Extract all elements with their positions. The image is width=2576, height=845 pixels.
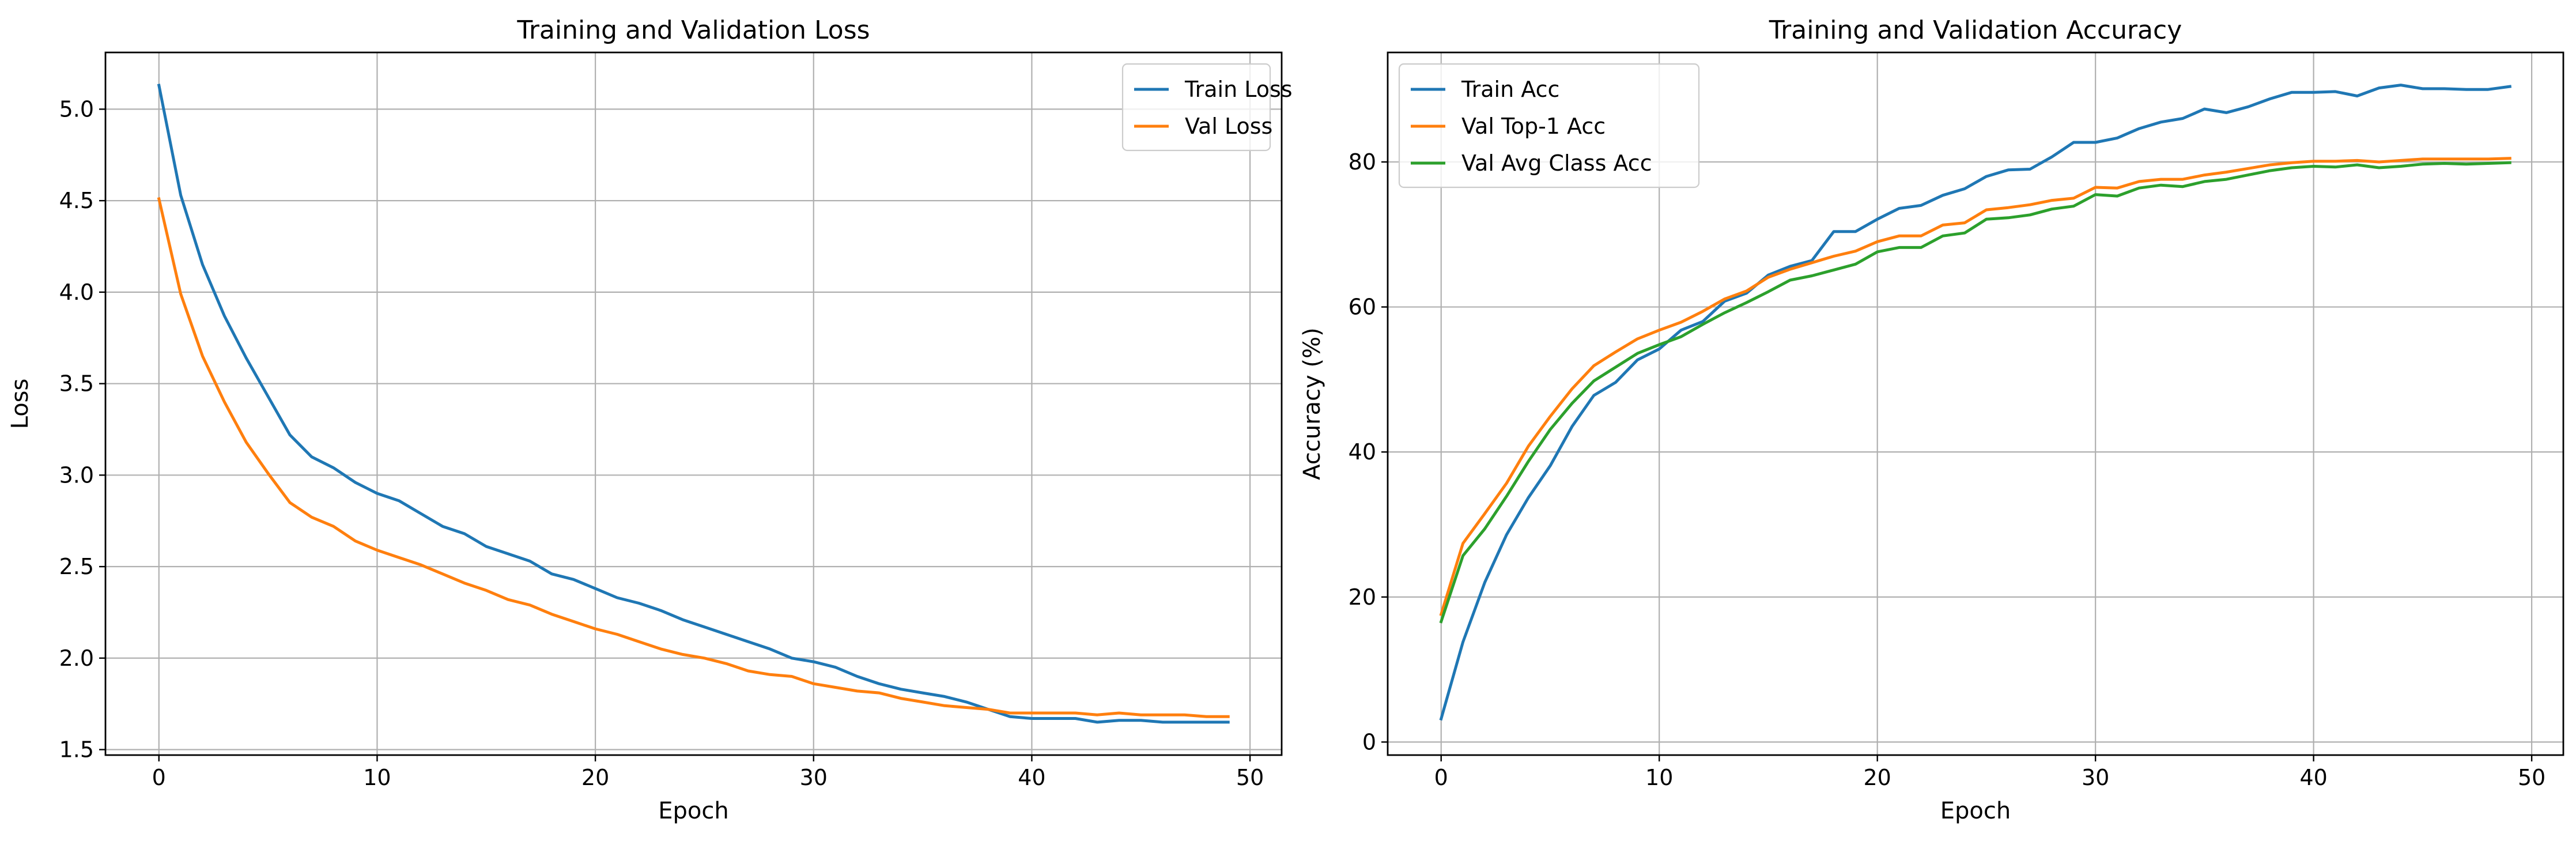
accuracy-legend-label-1: Train Acc — [1461, 77, 1559, 102]
loss-legend-label-2: Val Loss — [1185, 114, 1272, 139]
accuracy-series-line-1 — [1439, 84, 2512, 721]
loss-x-tick-label: 0 — [152, 765, 166, 790]
loss-y-tick-label: 3.0 — [59, 462, 94, 488]
loss-y-tick-label: 5.0 — [59, 96, 94, 122]
accuracy-y-tick-label: 60 — [1349, 295, 1376, 320]
accuracy-y-axis-label: Accuracy (%) — [1299, 327, 1325, 480]
accuracy-x-tick-label: 50 — [2518, 765, 2545, 790]
loss-series — [157, 84, 1230, 724]
loss-axes-frame — [104, 51, 1283, 756]
loss-x-tick-label: 30 — [800, 765, 828, 790]
accuracy-y-tick-label: 20 — [1349, 584, 1376, 610]
loss-y-axis-label: Loss — [7, 379, 33, 429]
accuracy-series-line-2 — [1439, 157, 2511, 617]
loss-series-line-2 — [157, 197, 1230, 718]
loss-y-tick-label: 2.0 — [59, 646, 94, 671]
accuracy-x-tick-label: 30 — [2082, 765, 2109, 790]
loss-legend-label-1: Train Loss — [1184, 77, 1293, 102]
accuracy-x-tick-label: 10 — [1645, 765, 1673, 790]
loss-y-ticks: 1.5 2.0 2.5 3.0 3.5 4.0 4.5 5.0 — [59, 96, 105, 762]
accuracy-x-tick-label: 0 — [1434, 765, 1448, 790]
loss-series-line-1 — [157, 84, 1230, 724]
loss-chart: 0 10 20 30 40 50 1.5 2.0 2.5 3.0 3.5 4.0 4.5 5.0 Tra… — [7, 16, 1293, 824]
accuracy-x-tick-label: 40 — [2299, 765, 2327, 790]
accuracy-x-ticks: 0 10 20 30 40 50 — [1434, 755, 2545, 790]
accuracy-series — [1439, 84, 2512, 721]
accuracy-y-tick-label: 40 — [1349, 439, 1376, 465]
loss-y-tick-label: 3.5 — [59, 371, 94, 397]
loss-x-tick-label: 50 — [1236, 765, 1264, 790]
loss-legend: Train Loss Val Loss — [1121, 63, 1293, 152]
accuracy-x-tick-label: 20 — [1864, 765, 1891, 790]
loss-x-tick-label: 10 — [363, 765, 391, 790]
accuracy-y-ticks: 0 20 40 60 80 — [1349, 149, 1388, 755]
loss-y-tick-label: 4.0 — [59, 280, 94, 305]
accuracy-legend-box — [1398, 63, 1700, 188]
accuracy-legend-label-3: Val Avg Class Acc — [1461, 150, 1652, 176]
accuracy-series-line-3 — [1439, 161, 2511, 624]
loss-y-tick-label: 2.5 — [59, 554, 94, 579]
accuracy-x-axis-label: Epoch — [1940, 798, 2011, 824]
loss-y-tick-label: 4.5 — [59, 188, 94, 213]
accuracy-legend: Train Acc Val Top-1 Acc Val Avg Class Acc — [1398, 63, 1700, 188]
accuracy-chart-title: Training and Validation Accuracy — [1769, 16, 2182, 45]
loss-y-tick-label: 1.5 — [59, 737, 94, 762]
loss-x-axis-label: Epoch — [658, 798, 728, 824]
loss-x-ticks: 0 10 20 30 40 50 — [152, 755, 1264, 790]
accuracy-chart: 0 10 20 30 40 50 0 20 40 60 80 Training and Valid… — [1299, 16, 2564, 824]
loss-legend-box — [1121, 63, 1271, 152]
loss-chart-title: Training and Validation Loss — [516, 16, 870, 45]
accuracy-y-tick-label: 0 — [1362, 729, 1376, 755]
loss-x-tick-label: 20 — [581, 765, 609, 790]
loss-x-tick-label: 40 — [1018, 765, 1045, 790]
accuracy-axes-frame — [1387, 51, 2564, 756]
accuracy-y-tick-label: 80 — [1349, 149, 1376, 175]
accuracy-legend-label-2: Val Top-1 Acc — [1461, 114, 1606, 139]
loss-grid — [105, 52, 1282, 755]
